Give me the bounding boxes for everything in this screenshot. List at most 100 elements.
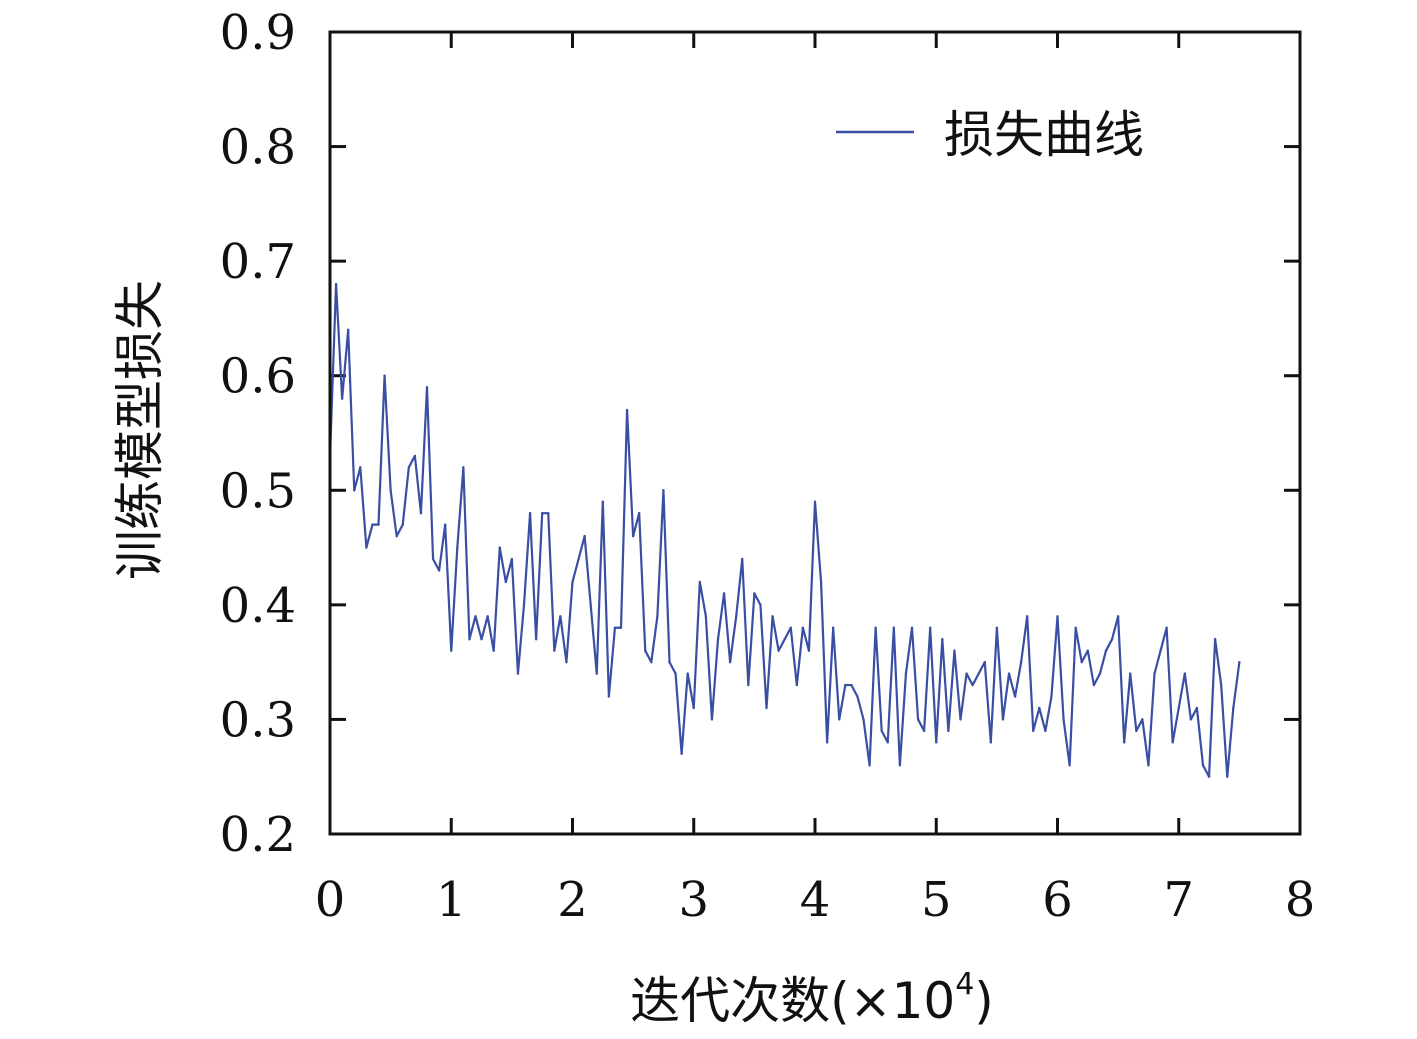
loss-data-point xyxy=(941,638,944,641)
loss-data-point xyxy=(971,683,974,687)
loss-data-point xyxy=(953,649,956,652)
loss-data-point xyxy=(528,512,532,515)
x-tick-label: 5 xyxy=(921,872,952,928)
y-axis-title: 训练模型损失 xyxy=(111,280,169,580)
loss-data-point xyxy=(383,374,386,377)
loss-data-point xyxy=(468,638,471,641)
x-tick-label: 0 xyxy=(315,872,346,928)
loss-data-point xyxy=(1207,775,1211,778)
loss-data-point xyxy=(1092,683,1096,687)
loss-data-point xyxy=(862,718,865,721)
loss-data-point xyxy=(807,649,811,652)
loss-data-point xyxy=(674,672,677,675)
loss-data-point xyxy=(825,741,829,744)
loss-data-point xyxy=(795,683,799,687)
loss-data-point xyxy=(1025,615,1029,618)
loss-data-point xyxy=(1135,729,1138,733)
loss-data-point xyxy=(1226,775,1229,778)
loss-data-point xyxy=(813,500,817,503)
y-tick-label: 0.9 xyxy=(220,5,296,61)
loss-data-point xyxy=(856,695,859,698)
loss-data-point xyxy=(589,603,592,607)
loss-data-point xyxy=(1232,706,1235,710)
loss-data-point xyxy=(928,626,932,629)
loss-data-point xyxy=(1189,718,1193,721)
loss-data-point xyxy=(983,660,986,664)
loss-data-point xyxy=(656,615,659,618)
loss-data-point xyxy=(1201,764,1205,767)
loss-data-point xyxy=(747,683,750,687)
loss-data-point xyxy=(553,649,556,652)
loss-data-point xyxy=(886,741,889,744)
loss-data-point xyxy=(443,523,447,526)
y-tick-label: 0.6 xyxy=(220,349,296,405)
loss-data-point xyxy=(947,729,950,733)
loss-data-point xyxy=(1129,672,1132,675)
y-tick-label: 0.3 xyxy=(220,692,296,748)
plot-frame xyxy=(328,30,1302,836)
loss-data-point xyxy=(868,764,871,767)
loss-data-point xyxy=(474,615,477,618)
loss-data-point xyxy=(904,672,908,675)
loss-data-point xyxy=(959,718,962,721)
loss-data-point xyxy=(722,592,726,595)
loss-data-point xyxy=(1116,615,1120,618)
loss-data-point xyxy=(710,718,714,721)
x-tick-label: 8 xyxy=(1285,872,1316,928)
loss-data-point xyxy=(407,466,411,469)
loss-data-point xyxy=(522,603,526,607)
loss-data-point xyxy=(1110,638,1114,641)
loss-data-point xyxy=(1171,741,1174,744)
loss-data-point xyxy=(425,385,429,389)
loss-data-point xyxy=(1044,729,1047,733)
loss-data-point xyxy=(1019,660,1023,664)
loss-data-point xyxy=(401,523,404,526)
loss-data-point xyxy=(1177,706,1180,710)
loss-data-point xyxy=(741,557,744,561)
loss-data-point xyxy=(565,660,568,664)
loss-data-point xyxy=(547,512,550,515)
loss-data-point xyxy=(504,580,508,584)
loss-data-point xyxy=(765,706,768,710)
loss-data-point xyxy=(371,523,374,526)
loss-data-point xyxy=(965,672,968,675)
loss-data-point xyxy=(534,638,538,641)
loss-data-point xyxy=(365,546,368,549)
loss-data-point xyxy=(644,649,647,652)
loss-data-point xyxy=(777,649,780,652)
loss-data-point xyxy=(844,683,847,687)
loss-data-point xyxy=(431,557,435,561)
loss-data-point xyxy=(1056,615,1059,618)
loss-data-point xyxy=(389,489,392,492)
loss-data-point xyxy=(935,741,938,744)
loss-data-point xyxy=(692,706,695,710)
loss-data-point xyxy=(1038,706,1041,710)
loss-data-point xyxy=(1153,672,1156,675)
loss-series-points xyxy=(328,282,1241,778)
loss-data-point xyxy=(359,466,362,469)
y-tick-label: 0.7 xyxy=(220,234,296,290)
loss-data-point xyxy=(753,592,756,595)
loss-data-point xyxy=(1013,695,1017,698)
loss-data-point xyxy=(498,546,501,549)
loss-data-point xyxy=(771,615,774,618)
loss-data-point xyxy=(668,660,671,664)
ticks xyxy=(330,32,1300,834)
loss-data-point xyxy=(419,512,423,515)
loss-data-point xyxy=(880,729,883,733)
loss-data-point xyxy=(892,626,896,629)
loss-data-point xyxy=(922,729,926,733)
loss-data-point xyxy=(450,649,453,652)
y-tick-label: 0.4 xyxy=(220,578,296,634)
loss-data-point xyxy=(1062,718,1065,721)
loss-data-point xyxy=(1032,729,1035,733)
legend: 损失曲线 xyxy=(836,106,1144,164)
loss-data-point xyxy=(698,580,702,584)
loss-data-point xyxy=(1001,718,1005,721)
legend-label: 损失曲线 xyxy=(944,106,1144,164)
loss-data-point xyxy=(631,534,635,538)
x-tick-label: 3 xyxy=(678,872,709,928)
loss-data-point xyxy=(395,534,398,538)
loss-data-point xyxy=(1086,649,1090,652)
loss-data-point xyxy=(413,454,417,458)
